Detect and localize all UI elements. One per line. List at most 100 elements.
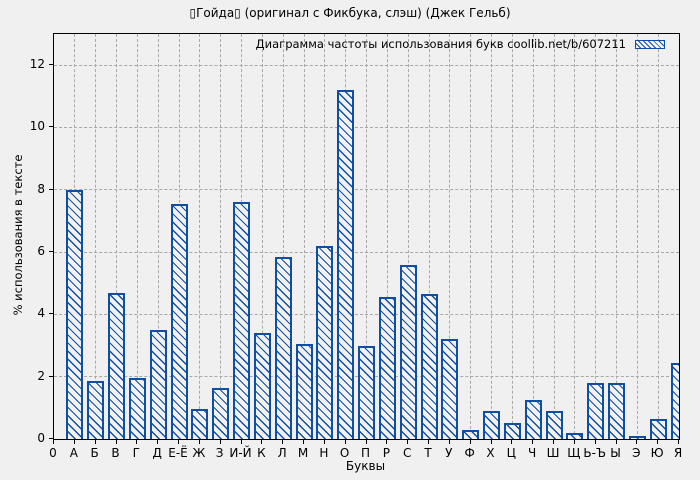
x-tick-label: Г [132, 446, 140, 460]
x-tick-mark [282, 440, 284, 444]
gridline-horizontal [54, 251, 679, 253]
x-tick-label: Ю [650, 446, 664, 460]
gridline-vertical [574, 34, 576, 439]
y-tick-mark [49, 64, 53, 66]
x-tick-label: Б [90, 446, 99, 460]
bar-К [253, 333, 271, 439]
bar-Ь-Ъ [587, 382, 605, 439]
bar-Ф [462, 429, 480, 439]
x-tick-mark [573, 440, 575, 444]
gridline-vertical [261, 34, 263, 439]
bar-Ю [649, 418, 667, 439]
x-tick-mark [553, 440, 554, 444]
gridline-horizontal [54, 189, 679, 191]
gridline-vertical [136, 34, 138, 439]
legend-swatch-hatched [635, 40, 665, 49]
bar-Ц [503, 423, 521, 439]
x-tick-label: С [402, 446, 412, 460]
y-tick-label: 4 [37, 306, 45, 321]
x-tick-label: Ж [192, 446, 206, 460]
bar-Э [628, 435, 646, 439]
x-tick-mark [53, 440, 54, 444]
x-tick-label: Ш [546, 446, 560, 460]
y-tick-label: 0 [37, 431, 45, 445]
bar-Ж [191, 409, 209, 439]
x-tick-label: Л [277, 446, 287, 460]
gridline-vertical [303, 34, 305, 439]
x-tick-label: В [111, 446, 120, 460]
y-tick-mark [49, 313, 53, 315]
bar-Ш [545, 410, 563, 439]
y-tick-label: 2 [37, 368, 45, 383]
x-tick-label: З [215, 446, 224, 460]
y-axis-title: % использования в тексте [11, 154, 25, 316]
bar-Т [420, 294, 438, 439]
bar-М [295, 343, 313, 439]
x-tick-label: Е-Ё [168, 446, 188, 460]
x-tick-mark [386, 440, 388, 444]
bar-Л [274, 256, 292, 439]
x-tick-label: Ы [610, 446, 621, 460]
x-tick-label: О [339, 446, 350, 460]
x-tick-mark [198, 440, 200, 444]
gridline-horizontal [54, 64, 679, 66]
gridline-vertical [636, 34, 638, 439]
x-tick-mark [303, 440, 304, 444]
chart-title: ▯Гойда▯ (оригинал с Фикбука, слэш) (Джек… [189, 6, 511, 20]
bar-С [399, 264, 417, 439]
x-tick-mark [323, 440, 325, 444]
x-tick-mark [344, 440, 346, 444]
bar-Ы [608, 382, 625, 439]
gridline-vertical [491, 34, 492, 439]
gridline-vertical [157, 34, 159, 439]
x-tick-mark [490, 440, 492, 444]
y-tick-label: 12 [29, 57, 45, 72]
bar-В [108, 292, 125, 439]
x-tick-mark [365, 440, 367, 444]
bar-Р [378, 297, 396, 439]
x-tick-label: Ь-Ъ [583, 446, 606, 460]
x-tick-mark [407, 440, 409, 444]
x-tick-mark [136, 440, 138, 444]
x-tick-label: Ч [528, 446, 537, 460]
gridline-vertical [428, 34, 430, 439]
x-tick-mark [240, 440, 242, 444]
bar-У [441, 339, 459, 439]
gridline-vertical [366, 34, 367, 439]
x-tick-mark [594, 440, 596, 444]
bar-И-Й [233, 202, 250, 439]
x-tick-label: М [297, 446, 309, 460]
y-tick-mark [49, 126, 53, 128]
bar-Ч [524, 400, 542, 439]
bar-Щ [566, 432, 584, 439]
x-tick-mark [636, 440, 638, 444]
legend-label: Диаграмма частоты использования букв coo… [255, 37, 626, 51]
gridline-vertical [449, 34, 451, 439]
gridline-vertical [553, 34, 555, 439]
x-tick-mark [448, 440, 450, 444]
gridline-vertical [199, 34, 201, 439]
x-tick-mark [219, 440, 221, 444]
y-tick-mark [49, 438, 53, 439]
y-tick-mark [49, 375, 53, 377]
x-tick-label: Ц [506, 446, 516, 460]
gridline-horizontal [54, 126, 679, 128]
gridline-vertical [220, 34, 222, 439]
x-tick-mark [94, 440, 96, 444]
gridline-vertical [282, 34, 284, 439]
x-tick-mark [678, 440, 679, 444]
gridline-vertical [657, 34, 659, 439]
y-tick-mark [49, 188, 53, 190]
gridline-vertical [511, 34, 513, 439]
y-tick-label: 10 [29, 119, 45, 134]
y-tick-label: 6 [37, 244, 45, 259]
x-tick-mark [157, 440, 159, 444]
y-tick-label: 8 [37, 181, 45, 196]
bar-Б [87, 381, 105, 439]
x-tick-label: У [445, 446, 453, 460]
gridline-vertical [595, 34, 597, 439]
bar-Н [316, 245, 334, 439]
gridline-vertical [532, 34, 534, 439]
bar-А [66, 189, 84, 439]
